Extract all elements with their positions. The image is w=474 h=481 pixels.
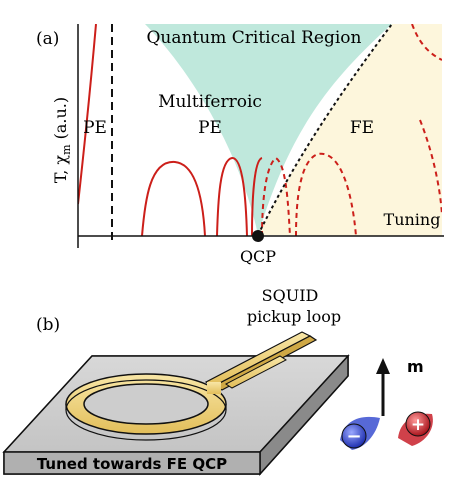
- y-axis-label: T, χm (a.u.): [51, 97, 73, 183]
- panel-b-label: (b): [36, 315, 60, 335]
- red-dashed-1: [261, 156, 291, 237]
- qcp-label: QCP: [240, 247, 276, 266]
- left-red-curve: [78, 24, 97, 205]
- tuning-label: Tuning: [384, 210, 441, 229]
- panel-b: (b) SQUID pickup loop Tuned towards FE Q…: [2, 286, 433, 476]
- qcp-point: [252, 230, 264, 242]
- moment-label: m: [407, 357, 424, 376]
- plus-sign: +: [411, 415, 425, 435]
- base-caption: Tuned towards FE QCP: [37, 455, 227, 473]
- panel-a: (a) Quantum Cr: [36, 24, 444, 266]
- negative-charge: −: [340, 416, 380, 450]
- pe-left-label: PE: [83, 118, 107, 138]
- red-peak-2: [216, 157, 248, 237]
- pe-mid-label: PE: [198, 118, 222, 138]
- fe-region: [258, 24, 442, 236]
- minus-sign: −: [346, 426, 361, 447]
- quantum-critical-region: [145, 24, 392, 235]
- positive-charge: +: [398, 411, 433, 446]
- red-peak-1: [141, 160, 206, 237]
- quantum-region-label: Quantum Critical Region: [147, 28, 362, 48]
- phase-boundary: [257, 24, 393, 236]
- squid-loop: [65, 331, 318, 441]
- moment-arrow: [376, 358, 390, 416]
- red-peak-3: [251, 157, 263, 237]
- panel-a-label: (a): [36, 29, 59, 49]
- fe-label: FE: [350, 118, 374, 138]
- red-dashed-4: [411, 24, 442, 61]
- multiferroic-label: Multiferroic: [158, 92, 262, 112]
- red-dashed-3: [419, 119, 442, 216]
- squid-label-line1: SQUID: [262, 286, 319, 305]
- squid-label-line2: pickup loop: [247, 307, 341, 326]
